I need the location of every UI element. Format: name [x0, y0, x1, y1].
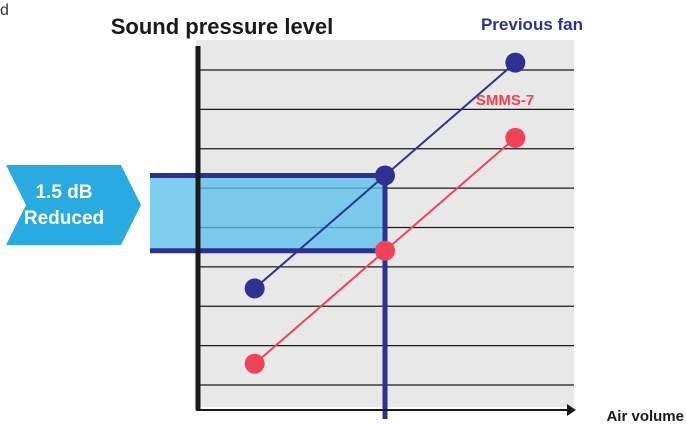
data-point-1-0 [244, 353, 265, 374]
data-point-0-0 [244, 278, 265, 299]
reduction-label-line1: 1.5 dB [35, 182, 92, 203]
corner-text-fragment: d [0, 2, 9, 19]
reduction-band-fill [150, 175, 385, 251]
data-point-0-1 [375, 165, 395, 186]
data-point-1-2 [505, 127, 526, 148]
chart-title: Sound pressure level [111, 14, 334, 39]
reduction-arrow [6, 165, 141, 245]
axes [195, 46, 576, 416]
x-axis-arrowhead [567, 404, 576, 416]
reduction-band [150, 173, 388, 419]
data-point-0-2 [505, 52, 526, 73]
reduction-arrow-badge: 1.5 dB Reduced [6, 165, 141, 245]
legend-label-previous-fan: Previous fan [481, 15, 583, 34]
series-layer [244, 52, 526, 374]
x-axis-label: Air volume [606, 408, 684, 425]
data-point-1-1 [375, 240, 395, 261]
legend-label-smms-7: SMMS-7 [476, 92, 534, 109]
reduction-label-line2: Reduced [24, 208, 104, 229]
